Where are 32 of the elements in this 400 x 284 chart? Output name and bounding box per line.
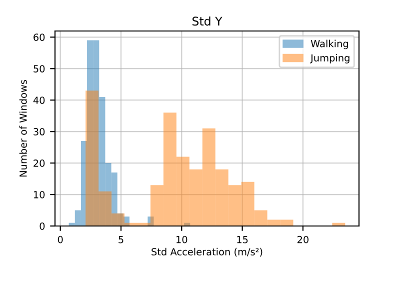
y-axis-title: Number of Windows — [19, 80, 27, 177]
chart-title: Std Y — [192, 16, 222, 26]
legend-label: Jumping — [310, 54, 350, 64]
x-tick-label: 10 — [176, 236, 188, 244]
y-tick-label: 40 — [33, 96, 45, 104]
legend-label: Walking — [310, 40, 348, 50]
bar — [202, 128, 216, 226]
bar — [267, 220, 280, 226]
bar — [150, 185, 164, 226]
bar — [241, 182, 254, 226]
x-tick-label: 0 — [58, 236, 63, 244]
bar — [112, 213, 125, 226]
x-tick-label: 15 — [237, 236, 248, 244]
bar — [215, 169, 228, 226]
bar — [163, 112, 176, 226]
y-tick-label: 10 — [34, 191, 45, 198]
bar — [228, 185, 242, 226]
x-axis-title: Std Acceleration (m/s²) — [152, 248, 262, 257]
bar — [98, 191, 112, 226]
bar — [280, 220, 294, 226]
x-tick-label: 20 — [297, 236, 308, 244]
bar — [86, 90, 99, 226]
x-tick-label: 5 — [118, 236, 124, 244]
bar — [74, 210, 81, 226]
bar — [254, 210, 268, 226]
y-tick-label: 60 — [34, 34, 45, 41]
y-tick-label: 0 — [40, 222, 45, 230]
bar — [189, 169, 202, 226]
y-tick-label: 30 — [34, 128, 45, 136]
bar — [176, 156, 190, 226]
y-tick-label: 50 — [34, 65, 45, 72]
y-tick-label: 20 — [34, 160, 45, 167]
